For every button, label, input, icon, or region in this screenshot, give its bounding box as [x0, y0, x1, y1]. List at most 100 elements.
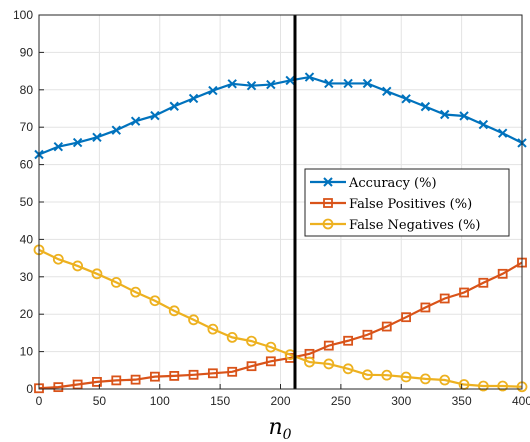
legend: Accuracy (%) False Positives (%) False Neg… — [304, 168, 510, 237]
x-tick-label: 350 — [452, 394, 472, 408]
data-point — [130, 116, 141, 126]
data-point — [92, 132, 102, 143]
data-point — [382, 86, 392, 97]
y-tick-label: 0 — [26, 382, 33, 396]
data-point — [188, 369, 199, 380]
y-tick-label: 90 — [20, 45, 34, 59]
data-point — [130, 286, 142, 298]
data-point — [420, 302, 431, 313]
legend-swatch-marker — [323, 177, 333, 187]
data-point — [265, 341, 277, 353]
data-point — [478, 277, 489, 288]
data-point — [207, 368, 218, 379]
data-point — [246, 335, 257, 347]
series-2 — [33, 244, 528, 393]
series-line — [38, 75, 523, 156]
y-tick-label: 10 — [20, 345, 34, 359]
data-point — [459, 111, 469, 121]
x-tick-label: 50 — [93, 394, 107, 408]
x-tick-label: 0 — [36, 394, 43, 408]
data-point — [92, 376, 102, 387]
data-point — [419, 373, 431, 385]
data-point — [324, 78, 334, 89]
series-line — [38, 248, 523, 388]
data-point — [227, 366, 238, 377]
data-point — [111, 125, 121, 135]
x-tick-label: 100 — [150, 394, 170, 408]
data-point — [362, 78, 373, 89]
data-point — [265, 356, 276, 367]
data-point — [304, 356, 315, 368]
data-point — [304, 72, 315, 82]
data-point — [343, 335, 354, 346]
data-point — [188, 314, 199, 326]
legend-label: False Positives (%) — [349, 197, 472, 212]
data-point — [362, 329, 373, 340]
data-point — [169, 371, 180, 381]
data-point — [227, 79, 237, 89]
data-point — [459, 287, 469, 298]
x-axis-label: n0 — [268, 415, 291, 442]
legend-label: False Negatives (%) — [349, 218, 480, 233]
data-point — [381, 369, 393, 381]
x-tick-label: 300 — [391, 394, 411, 408]
data-point — [111, 375, 122, 386]
data-point — [169, 101, 179, 111]
data-point — [52, 253, 64, 265]
data-point — [208, 85, 218, 96]
y-tick-label: 80 — [20, 83, 34, 97]
data-point — [381, 321, 392, 332]
x-tick-label: 250 — [331, 394, 351, 408]
data-point — [72, 260, 84, 272]
legend-item: False Negatives (%) — [310, 218, 480, 233]
legend-item: Accuracy (%) — [310, 176, 437, 191]
y-tick-label: 70 — [20, 120, 34, 134]
y-tick-label: 20 — [20, 307, 34, 321]
ticks: 0 50 100 150 200 250 300 350 400 0 10 20 30 40 50 60 70 8… — [13, 8, 530, 408]
data-point — [401, 312, 411, 323]
data-point — [207, 323, 219, 335]
data-point — [246, 361, 257, 372]
data-point — [497, 128, 508, 138]
y-tick-label: 30 — [20, 270, 34, 284]
data-point — [91, 268, 103, 280]
y-tick-label: 50 — [20, 195, 34, 209]
x-tick-label: 200 — [270, 394, 290, 408]
data-point — [439, 374, 451, 386]
data-point — [130, 374, 141, 385]
data-point — [497, 268, 508, 279]
data-point — [440, 109, 450, 120]
y-tick-label: 40 — [20, 232, 34, 246]
data-point — [362, 369, 373, 381]
data-point — [149, 295, 161, 307]
data-point — [72, 137, 83, 148]
data-point — [150, 110, 160, 121]
data-point — [285, 75, 295, 86]
data-point — [400, 371, 412, 383]
legend-item: False Positives (%) — [310, 197, 472, 212]
data-point — [246, 80, 257, 91]
data-point — [110, 277, 122, 288]
data-point — [478, 119, 489, 130]
legend-label: Accuracy (%) — [348, 176, 437, 191]
data-point — [401, 94, 411, 104]
x-tick-label: 400 — [512, 394, 530, 408]
legend-swatch-marker — [322, 218, 334, 230]
x-axis-label-subscript: 0 — [283, 427, 292, 442]
data-point — [497, 380, 509, 392]
data-point — [226, 331, 238, 343]
data-point — [439, 293, 450, 304]
data-point — [323, 340, 334, 351]
data-point — [323, 358, 335, 370]
data-point — [188, 93, 199, 104]
data-point — [420, 101, 431, 112]
data-point — [266, 79, 276, 90]
data-point — [150, 371, 160, 382]
legend-swatch-marker — [323, 198, 333, 208]
data-point — [53, 141, 64, 152]
x-tick-label: 150 — [210, 394, 230, 408]
y-tick-label: 60 — [20, 158, 34, 172]
y-tick-label: 100 — [13, 8, 33, 22]
data-point — [53, 382, 64, 393]
